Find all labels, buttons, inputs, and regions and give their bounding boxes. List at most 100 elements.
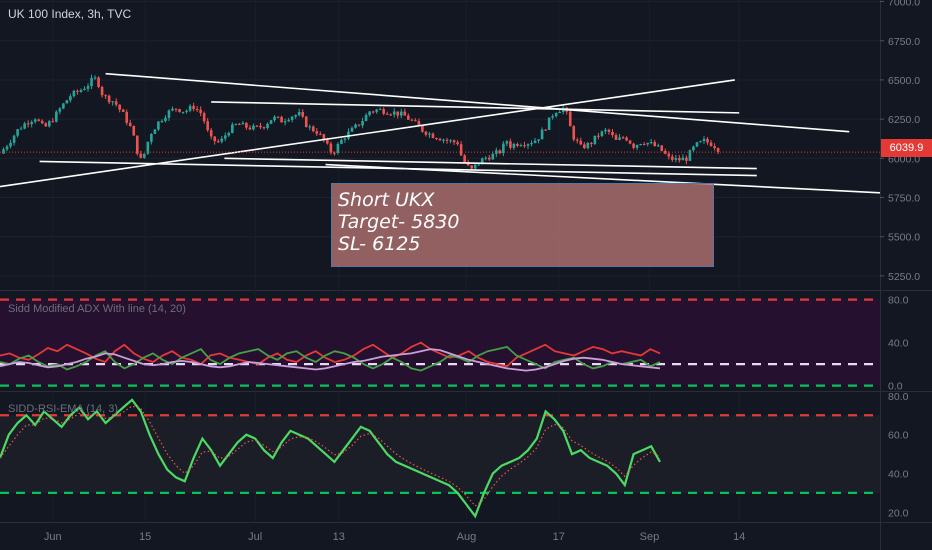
candle-body	[544, 129, 547, 131]
candle-body	[135, 135, 139, 154]
rsi-tick-label: 60.0	[888, 430, 909, 442]
candle-body	[62, 103, 65, 109]
adx-label: Sidd Modified ADX With line (14, 20)	[8, 303, 186, 315]
candle-body	[266, 123, 269, 129]
candle-body	[188, 105, 192, 111]
candle-body	[656, 145, 660, 147]
candle-body	[280, 116, 283, 123]
candle-body	[290, 116, 294, 120]
candle-body	[76, 90, 79, 92]
candle-body	[294, 115, 297, 117]
rsi-label: SIDD-RSI-EMA (14, 3)	[8, 403, 119, 415]
candle-body	[301, 112, 305, 117]
candle-body	[678, 157, 681, 161]
y-tick-label: 5750.0	[888, 193, 920, 205]
rsi-tick-label: 40.0	[888, 468, 909, 480]
candle-body	[590, 142, 593, 144]
y-tick-label: 5500.0	[888, 232, 920, 244]
candle-body	[252, 125, 255, 130]
candle-body	[107, 95, 111, 103]
candle-body	[65, 100, 69, 104]
candle-body	[667, 153, 671, 157]
candle-body	[121, 109, 125, 112]
candle-body	[575, 139, 579, 141]
candle-body	[371, 111, 375, 113]
candle-body	[537, 139, 540, 141]
candle-body	[132, 125, 136, 136]
candle-body	[326, 139, 329, 144]
axis-layer: 7000.06750.06500.06250.06000.05750.05500…	[44, 0, 920, 543]
trendline	[224, 157, 757, 170]
candle-body	[44, 123, 48, 127]
candle-body	[618, 137, 621, 140]
candle-body	[51, 121, 55, 123]
candle-body	[97, 77, 100, 88]
candle-body	[269, 120, 273, 124]
candle-body	[223, 135, 227, 139]
candle-body	[315, 131, 319, 134]
candle-body	[273, 116, 276, 121]
candle-body	[100, 87, 104, 96]
candle-body	[392, 111, 396, 115]
candle-body	[114, 101, 118, 105]
candle-body	[202, 113, 206, 122]
candle-body	[255, 125, 259, 127]
candle-body	[90, 77, 93, 87]
candle-body	[632, 143, 635, 148]
candle-body	[171, 108, 174, 111]
candles-layer	[2, 74, 720, 171]
trendline	[211, 101, 740, 114]
candle-body	[125, 111, 129, 123]
candle-body	[283, 121, 287, 123]
candle-body	[709, 142, 713, 147]
last-price-badge: 6039.9	[881, 139, 932, 157]
candle-body	[572, 126, 576, 140]
candle-body	[663, 150, 667, 154]
candle-body	[396, 111, 400, 116]
candle-body	[435, 138, 438, 140]
candle-body	[533, 140, 537, 144]
candle-body	[33, 119, 37, 122]
candle-body	[695, 142, 699, 147]
candle-body	[579, 140, 583, 145]
chart-title: UK 100 Index, 3h, TVC	[8, 7, 132, 21]
candle-body	[375, 109, 378, 112]
candle-body	[558, 111, 561, 114]
candle-body	[431, 133, 435, 139]
trade-note[interactable]: Short UKX Target- 5830 SL- 6125	[331, 183, 714, 267]
candle-body	[597, 135, 600, 137]
candle-body	[357, 124, 361, 126]
note-line-1: Short UKX	[338, 189, 435, 211]
candle-body	[16, 129, 19, 136]
x-tick-label: Jun	[44, 531, 62, 543]
candle-body	[58, 108, 62, 112]
candle-body	[322, 134, 326, 140]
candle-body	[174, 108, 178, 110]
candle-body	[361, 121, 364, 126]
candle-body	[378, 109, 382, 111]
candle-body	[621, 137, 625, 139]
trendline	[0, 79, 735, 188]
candle-body	[625, 137, 628, 141]
x-tick-label: 15	[139, 531, 151, 543]
candle-body	[593, 135, 597, 144]
candle-body	[347, 131, 350, 139]
adx-tick-label: 40.0	[888, 338, 909, 350]
candle-body	[55, 111, 58, 122]
candle-body	[456, 142, 459, 145]
candle-body	[463, 155, 466, 163]
candle-body	[385, 113, 389, 115]
candle-body	[639, 144, 642, 146]
candle-body	[30, 121, 33, 125]
candle-body	[459, 144, 463, 156]
candle-body	[40, 120, 44, 124]
candle-body	[364, 114, 368, 122]
candle-body	[206, 121, 209, 131]
candle-body	[213, 136, 217, 142]
candle-body	[519, 145, 523, 147]
y-tick-label: 7000.0	[888, 0, 920, 9]
candle-body	[389, 114, 393, 116]
candle-body	[333, 152, 336, 154]
candle-body	[688, 150, 692, 161]
